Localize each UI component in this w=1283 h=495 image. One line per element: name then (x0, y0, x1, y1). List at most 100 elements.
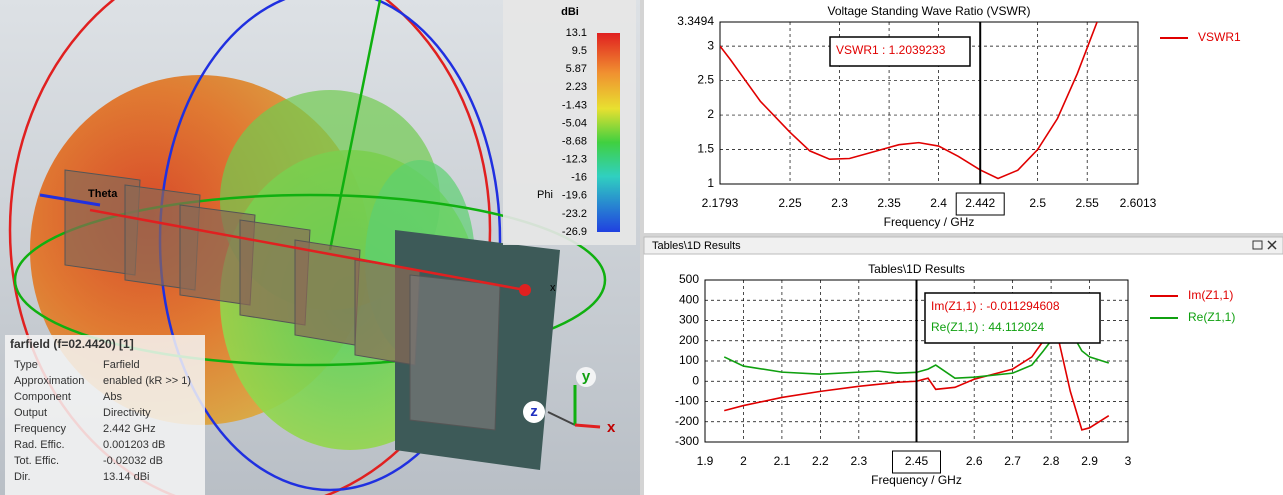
y-tick-label: 3 (707, 38, 714, 52)
maximize-button[interactable] (1252, 240, 1263, 250)
y-tick-label: 100 (679, 353, 699, 367)
colorbar-label: -16 (571, 172, 587, 184)
x-tick-label: 2.8 (1043, 454, 1060, 468)
colorbar-label: -19.6 (562, 190, 587, 202)
info-key: Tot. Effic. (14, 455, 59, 467)
x-axis-label: Frequency / GHz (871, 473, 962, 487)
splitter (644, 233, 1283, 237)
info-panel (5, 335, 205, 495)
x-tick-label: 2.35 (877, 196, 901, 210)
chart-title: Voltage Standing Wave Ratio (VSWR) (828, 4, 1031, 18)
series-line (720, 22, 1098, 180)
info-key: Rad. Effic. (14, 439, 65, 451)
panel-header (643, 236, 1283, 255)
info-key: Output (14, 407, 47, 419)
x-tick-label: 2 (740, 454, 747, 468)
theta-label: Theta (88, 188, 118, 200)
y-tick-label: 0 (692, 373, 699, 387)
legend-label: Re(Z1,1) (1188, 310, 1235, 324)
x-tick-label: 2.9 (1081, 454, 1098, 468)
y-tick-label: -100 (675, 394, 699, 408)
triad-x: x (607, 419, 616, 436)
x-tick-label: 2.6 (966, 454, 983, 468)
annotation: Im(Z1,1) : -0.011294608 (931, 299, 1060, 313)
colorbar-label: -1.43 (562, 99, 587, 111)
x-axis-label: Frequency / GHz (884, 215, 975, 229)
x-tick-label: 2.55 (1076, 196, 1100, 210)
y-tick-label: 500 (679, 272, 699, 286)
annotation-box (829, 36, 971, 67)
x-tick-label: 1.9 (697, 454, 714, 468)
farfield-view: Theta x y z x dBi 13.1 9.5 5.87 2.23 -1.43 -5… (0, 0, 640, 495)
phi-label: Phi (537, 189, 553, 201)
marker-label-box (955, 192, 1005, 216)
annotation: Re(Z1,1) : 44.112024 (931, 320, 1045, 334)
x-tick-label: 2.7 (1004, 454, 1021, 468)
y-tick-label: 1 (707, 176, 714, 190)
splitter (640, 0, 644, 495)
colorbar-label: 2.23 (566, 81, 587, 93)
colorbar (597, 33, 620, 232)
colorbar-label: 13.1 (566, 27, 587, 39)
theta-circle (8, 0, 492, 495)
x-tick-label: 2.5 (1029, 196, 1046, 210)
legend-label: VSWR1 (1198, 30, 1241, 44)
axis-label: x (550, 282, 556, 294)
info-key: Component (14, 391, 71, 403)
colorbar-label: 5.87 (566, 63, 587, 75)
y-tick-label: 3.3494 (677, 14, 714, 28)
info-value: enabled (kR >> 1) (103, 375, 191, 387)
info-value: -0.02032 dB (103, 455, 163, 467)
info-value: 0.001203 dB (103, 439, 165, 451)
legend-label: Im(Z1,1) (1188, 288, 1233, 302)
axis-arrow (89, 208, 526, 292)
x-tick-label: 3 (1125, 454, 1132, 468)
marker-label: 2.45 (905, 454, 929, 468)
info-key: Approximation (14, 375, 84, 387)
marker-label: 2.442 (965, 196, 995, 210)
axis-line (328, 0, 382, 251)
y-tick-label: -200 (675, 414, 699, 428)
triad-y: y (582, 368, 591, 385)
info-value: Directivity (103, 407, 151, 419)
info-value: Abs (103, 391, 122, 403)
y-tick-label: 300 (679, 313, 699, 327)
x-tick-label: 2.3 (850, 454, 867, 468)
info-key: Dir. (14, 471, 31, 483)
y-tick-label: 1.5 (697, 142, 714, 156)
info-value: 13.14 dBi (103, 471, 149, 483)
colorbar-label: -12.3 (562, 154, 587, 166)
colorbar-label: -5.04 (562, 117, 587, 129)
annotation: VSWR1 : 1.2039233 (836, 43, 946, 57)
colorbar-label: -26.9 (562, 226, 587, 238)
series-line (724, 329, 1110, 431)
x-tick-label: 2.6013 (1120, 196, 1157, 210)
annotation-box (924, 292, 1101, 344)
axis-triad: y z x (523, 367, 616, 436)
y-tick-label: -300 (675, 434, 699, 448)
x-tick-label: 2.4 (930, 196, 947, 210)
axis-arrow (39, 193, 101, 207)
info-key: Type (14, 359, 38, 371)
axis-tip (519, 284, 531, 296)
elevation-circle (13, 193, 607, 367)
info-key: Frequency (14, 423, 66, 435)
info-title: farfield (f=02.4420) [1] (10, 337, 134, 351)
close-button[interactable] (1267, 240, 1277, 250)
triad-z: z (530, 403, 538, 420)
colorbar-title: dBi (561, 6, 579, 18)
x-tick-label: 2.2 (812, 454, 829, 468)
director-plates (64, 169, 501, 431)
x-tick-label: 2.1 (774, 454, 791, 468)
y-tick-label: 400 (679, 292, 699, 306)
colorbar-label: -8.68 (562, 135, 587, 147)
colorbar-label: 9.5 (572, 45, 587, 57)
info-value: 2.442 GHz (103, 423, 156, 435)
info-value: Farfield (103, 359, 140, 371)
colorbar-label: -23.2 (562, 208, 587, 220)
y-tick-label: 2.5 (697, 73, 714, 87)
x-tick-label: 2.1793 (702, 196, 739, 210)
chart-title: Tables\1D Results (868, 262, 965, 276)
panel-title: Tables\1D Results (652, 240, 741, 252)
